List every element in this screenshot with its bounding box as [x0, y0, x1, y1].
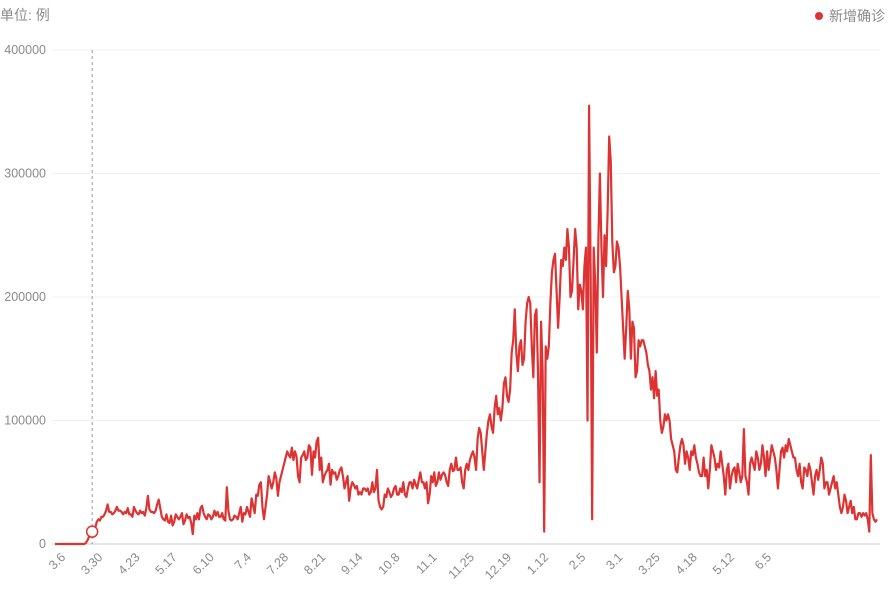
svg-text:9.14: 9.14: [338, 550, 365, 577]
y-axis: 0 100000 200000 300000 400000: [4, 43, 46, 551]
x-tick-label: 5.17: [153, 550, 180, 577]
svg-text:200000: 200000: [4, 290, 46, 304]
svg-text:400000: 400000: [4, 43, 46, 57]
x-tick-label: 7.28: [264, 550, 291, 577]
svg-text:11.25: 11.25: [446, 550, 477, 581]
y-tick-label: 300000: [4, 167, 46, 181]
x-tick-label: 6.10: [190, 550, 217, 577]
x-tick-label: 4.23: [116, 550, 143, 577]
svg-text:10.8: 10.8: [376, 550, 403, 577]
svg-text:3.1: 3.1: [603, 550, 625, 572]
y-tick-label: 200000: [4, 290, 46, 304]
x-tick-label: 9.14: [338, 550, 365, 577]
x-tick-label: 10.8: [376, 550, 403, 577]
svg-text:4.23: 4.23: [116, 550, 143, 577]
svg-text:8.21: 8.21: [301, 550, 328, 577]
x-tick-label: 1.12: [524, 550, 551, 577]
svg-text:300000: 300000: [4, 167, 46, 181]
legend[interactable]: 新增确诊: [815, 6, 885, 26]
svg-text:6.10: 6.10: [190, 550, 217, 577]
x-tick-label: 7.4: [232, 550, 254, 572]
svg-text:7.28: 7.28: [264, 550, 291, 577]
x-tick-label: 5.12: [710, 550, 737, 577]
y-tick-label: 100000: [4, 414, 46, 428]
series-line-新增确诊: [55, 104, 878, 546]
x-tick-label: 8.21: [301, 550, 328, 577]
svg-text:2.5: 2.5: [566, 550, 588, 572]
x-tick-label: 11.25: [446, 550, 477, 581]
y-tick-label: 400000: [4, 43, 46, 57]
svg-text:3.6: 3.6: [46, 550, 68, 572]
svg-text:12.19: 12.19: [482, 550, 514, 582]
svg-text:5.17: 5.17: [153, 550, 180, 577]
x-tick-label: 2.5: [566, 550, 588, 572]
svg-text:100000: 100000: [4, 414, 46, 428]
legend-dot-icon: [815, 12, 823, 20]
x-tick-label: 6.5: [752, 550, 774, 572]
svg-text:3.30: 3.30: [78, 550, 105, 577]
svg-text:7.4: 7.4: [232, 550, 254, 572]
svg-text:11.1: 11.1: [413, 550, 439, 576]
x-tick-label: 4.18: [673, 550, 700, 577]
x-tick-label: 11.1: [413, 550, 439, 576]
highlight-point: [85, 525, 99, 538]
x-axis: 3.6 3.30 4.23 5.17 6.10 7.4 7.28 8.21 9.14 10.8 11…: [46, 550, 774, 582]
x-tick-label: 3.6: [46, 550, 68, 572]
y-grid: [52, 49, 880, 421]
y-tick-label: 0: [39, 537, 46, 551]
x-tick-label: 3.1: [603, 550, 625, 572]
svg-text:1.12: 1.12: [524, 550, 551, 577]
unit-label: 单位: 例: [0, 7, 50, 23]
svg-text:4.18: 4.18: [673, 550, 700, 577]
x-tick-label: 3.25: [636, 550, 663, 577]
x-tick-label: 3.30: [78, 550, 105, 577]
svg-text:6.5: 6.5: [752, 550, 774, 572]
x-tick-label: 12.19: [482, 550, 514, 582]
svg-text:0: 0: [39, 537, 46, 551]
svg-text:3.25: 3.25: [636, 550, 663, 577]
svg-text:5.12: 5.12: [710, 550, 737, 577]
legend-label: 新增确诊: [829, 8, 885, 24]
